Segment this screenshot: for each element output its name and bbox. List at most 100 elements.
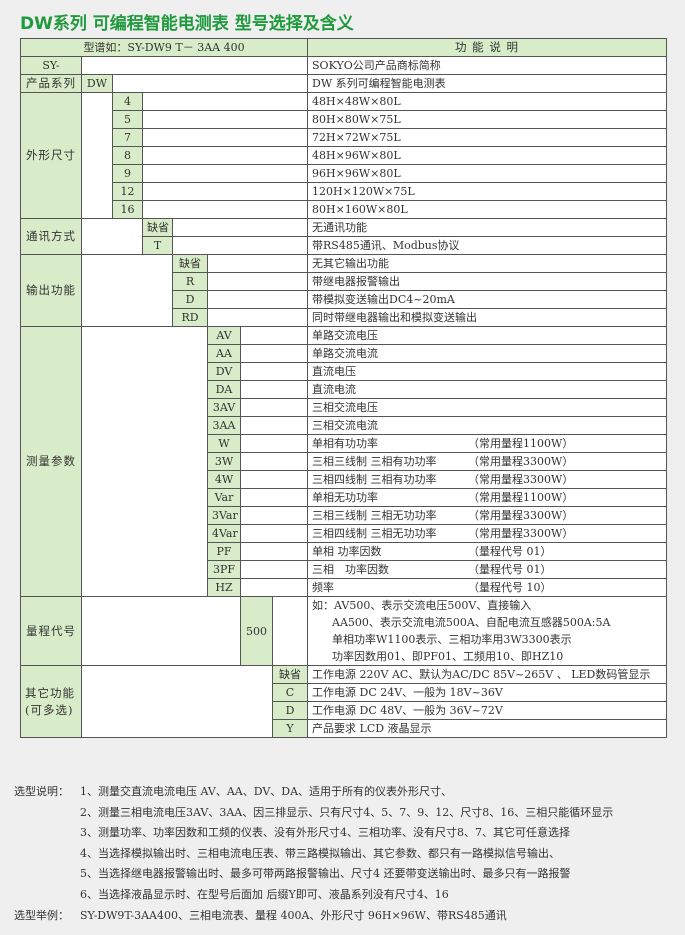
section-sublabel: (可多选) bbox=[25, 702, 74, 717]
code-cell: 缺省 bbox=[271, 665, 309, 684]
description: 带模拟变送输出DC4~20mA bbox=[307, 290, 668, 309]
description: 三相四线制 三相有功功率 （常用量程3300W） bbox=[307, 470, 668, 489]
description: 三相四线制 三相无功功率 （常用量程3300W） bbox=[307, 524, 668, 543]
other-row: D 工作电源 DC 48V、一般为 36V~72V bbox=[21, 701, 668, 720]
section-label: 量程代号 bbox=[20, 596, 82, 666]
range-description: 如：AV500、表示交流电压500V、直接输入 AA500、表示交流电流500A、… bbox=[307, 596, 668, 666]
description-text: 直流电压 bbox=[312, 365, 357, 378]
code-cell: D bbox=[271, 701, 309, 720]
code-cell: 5 bbox=[112, 110, 143, 129]
description: 三相三线制 三相无功功率 （常用量程3300W） bbox=[307, 506, 668, 525]
blank-cell bbox=[239, 524, 309, 543]
description: 工作电源 DC 48V、一般为 36V~72V bbox=[307, 701, 668, 720]
range-note: （常用量程3300W） bbox=[468, 473, 574, 486]
range-note: （量程代号 01） bbox=[468, 545, 552, 558]
size-row: 7 72H×72W×75L bbox=[21, 128, 668, 147]
blank-cell bbox=[239, 380, 309, 399]
code-cell: 16 bbox=[112, 200, 143, 219]
size-row: 12 120H×120W×75L bbox=[21, 182, 668, 201]
note-row: 选型说明： 1、测量交直流电流电压 AV、AA、DV、DA、适用于所有的仪表外形尺… bbox=[14, 782, 613, 803]
code-cell: Var bbox=[207, 488, 241, 507]
code-cell: R bbox=[172, 272, 208, 291]
measure-row: 测量参数 AV 单路交流电压 bbox=[20, 326, 668, 597]
description: 120H×120W×75L bbox=[307, 182, 668, 201]
description-text: 单路交流电压 bbox=[312, 329, 379, 342]
range-note: （常用量程1100W） bbox=[468, 491, 574, 504]
range-note: （常用量程3300W） bbox=[468, 509, 574, 522]
blank-cell bbox=[206, 290, 309, 309]
description: 无其它输出功能 bbox=[307, 254, 668, 273]
description-text: 三相四线制 三相有功功率 bbox=[312, 473, 437, 486]
code-cell: RD bbox=[172, 308, 208, 327]
description-text: 三相 功率因数 bbox=[312, 563, 390, 576]
range-note: （量程代号 01） bbox=[468, 563, 552, 576]
comm-row: 通讯方式 缺省 无通讯功能 bbox=[20, 218, 668, 255]
output-row: RD 同时带继电器输出和模拟变送输出 bbox=[21, 308, 668, 327]
description: 三相交流电流 bbox=[307, 416, 668, 435]
description-text: 工作电源 DC 24V、一般为 18V~36V bbox=[312, 686, 503, 699]
measure-row: AA 单路交流电流 bbox=[21, 344, 668, 363]
other-row: 其它功能 (可多选) 缺省 工作电源 220V AC、默认为AC/DC 85V~265… bbox=[20, 665, 668, 738]
code-cell: 缺省 bbox=[172, 254, 208, 273]
description-text: 三相三线制 三相无功功率 bbox=[312, 509, 437, 522]
section-label-comm: 通讯方式 bbox=[20, 218, 82, 255]
code-cell: 4Var bbox=[207, 524, 241, 543]
series-row: 产品系列 DW DW 系列可编程智能电测表 bbox=[20, 74, 668, 93]
example-label: 选型举例： bbox=[14, 908, 69, 922]
code-cell: 3W bbox=[207, 452, 241, 471]
output-row: 输出功能 缺省 无其它输出功能 bbox=[20, 254, 668, 327]
description-text: 带RS485通讯、Modbus协议 bbox=[312, 239, 460, 252]
blank-cell bbox=[80, 56, 309, 75]
notes-label: 选型说明： bbox=[14, 785, 69, 798]
description: 同时带继电器输出和模拟变送输出 bbox=[307, 308, 668, 327]
code-cell: DW bbox=[81, 74, 113, 93]
description: 48H×96W×80L bbox=[307, 146, 668, 165]
notes-label bbox=[14, 864, 80, 885]
note-row: 6、当选择液晶显示时、在型号后面加 后缀Y即可、液晶系列没有尺寸4、16 bbox=[14, 885, 613, 906]
description: 单路交流电流 bbox=[307, 344, 668, 363]
blank-cell bbox=[239, 578, 309, 597]
comm-row: T 带RS485通讯、Modbus协议 bbox=[21, 236, 668, 255]
section-label-size: 外形尺寸 bbox=[20, 92, 82, 219]
blank-cell bbox=[81, 218, 143, 255]
range-line: 单相功率W1100表示、三相功率用3W3300表示 bbox=[332, 633, 572, 646]
model-selection-table: 型谱如：SY-DW9 T－ 3AA 400 功 能 说 明 SY- SOKYO公司产品… bbox=[19, 38, 668, 738]
notes-label bbox=[14, 844, 80, 865]
measure-row: 3Var 三相三线制 三相无功功率 （常用量程3300W） bbox=[21, 506, 668, 525]
code-cell: 3AV bbox=[207, 398, 241, 417]
code-cell: AA bbox=[207, 344, 241, 363]
blank-cell bbox=[239, 434, 309, 453]
description-text: 80H×160W×80L bbox=[312, 203, 408, 216]
description-text: 96H×96W×80L bbox=[312, 167, 401, 180]
blank-cell bbox=[239, 470, 309, 489]
description: 带继电器报警输出 bbox=[307, 272, 668, 291]
code-cell: HZ bbox=[207, 578, 241, 597]
size-row: 8 48H×96W×80L bbox=[21, 146, 668, 165]
code-cell: AV bbox=[207, 326, 241, 345]
measure-row: 4Var 三相四线制 三相无功功率 （常用量程3300W） bbox=[21, 524, 668, 543]
description: 带RS485通讯、Modbus协议 bbox=[307, 236, 668, 255]
note-item: 5、当选择继电器报警输出时、最多可带两路报警输出、尺寸4 还要带变送输出时、最多… bbox=[80, 867, 571, 881]
description: 频率 （量程代号 10） bbox=[307, 578, 668, 597]
section-label-other: 其它功能 (可多选) bbox=[20, 665, 82, 738]
description: 工作电源 220V AC、默认为AC/DC 85V~265V 、 LED数码管显… bbox=[307, 665, 668, 684]
size-row: 5 80H×80W×75L bbox=[21, 110, 668, 129]
description: 三相交流电压 bbox=[307, 398, 668, 417]
code-cell: W bbox=[207, 434, 241, 453]
blank-cell bbox=[141, 128, 309, 147]
code-cell: 4 bbox=[112, 92, 143, 111]
note-row: 4、当选择模拟输出时、三相电流电压表、带三路模拟输出、其它参数、都只有一路模拟信… bbox=[14, 844, 613, 865]
description-text: 单相 功率因数 bbox=[312, 545, 382, 558]
other-row: C 工作电源 DC 24V、一般为 18V~36V bbox=[21, 683, 668, 702]
range-note: （量程代号 10） bbox=[468, 581, 552, 594]
blank-cell bbox=[81, 92, 113, 219]
output-row: R 带继电器报警输出 bbox=[21, 272, 668, 291]
description-text: 无通讯功能 bbox=[312, 221, 368, 234]
size-row: 外形尺寸 4 48H×48W×80L bbox=[20, 92, 668, 219]
code-cell: PF bbox=[207, 542, 241, 561]
description: 直流电流 bbox=[307, 380, 668, 399]
blank-cell bbox=[239, 398, 309, 417]
measure-row: Var 单相无功功率 （常用量程1100W） bbox=[21, 488, 668, 507]
code-cell: C bbox=[271, 683, 309, 702]
section-label: 产品系列 bbox=[20, 74, 82, 93]
